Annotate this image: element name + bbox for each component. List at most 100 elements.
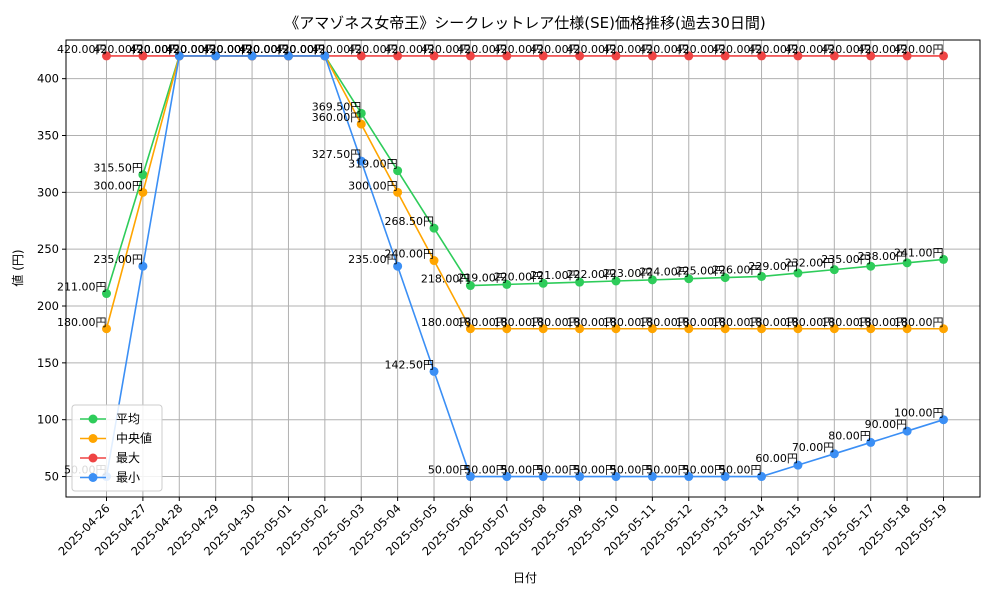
legend-swatch-marker bbox=[88, 434, 98, 443]
series-3-point bbox=[283, 51, 293, 61]
series-2-data-label: 420.00円 bbox=[348, 43, 398, 56]
series-2-point bbox=[611, 51, 621, 61]
series-2-point bbox=[793, 51, 803, 61]
series-0-point bbox=[866, 261, 876, 271]
series-1-data-label: 180.00円 bbox=[421, 316, 471, 329]
series-0-data-label: 241.00円 bbox=[894, 246, 944, 259]
series-1-data-label: 180.00円 bbox=[457, 316, 507, 329]
y-tick-label: 100 bbox=[37, 413, 59, 427]
series-3-data-label: 50.00円 bbox=[719, 464, 762, 477]
y-tick-label: 50 bbox=[44, 470, 59, 484]
series-2-point bbox=[939, 51, 948, 61]
series-2-data-label: 420.00円 bbox=[858, 43, 908, 56]
series-2-data-label: 420.00円 bbox=[275, 43, 325, 56]
series-1-data-label: 180.00円 bbox=[676, 316, 726, 329]
series-3-data-label: 50.00円 bbox=[501, 464, 544, 477]
series-1-data-label: 420.00円 bbox=[130, 43, 180, 56]
series-0-point bbox=[684, 274, 694, 284]
series-3-point bbox=[647, 472, 657, 482]
series-1-data-label: 180.00円 bbox=[639, 316, 689, 329]
series-3-data-label: 50.00円 bbox=[683, 464, 726, 477]
series-0-data-label: 211.00円 bbox=[57, 281, 107, 294]
series-2-data-label: 420.00円 bbox=[166, 43, 216, 56]
legend-entry: 平均 bbox=[116, 412, 140, 426]
series-3-data-label: 420.00円 bbox=[239, 43, 289, 56]
series-3-point bbox=[902, 426, 912, 436]
series-2-data-label: 420.00円 bbox=[894, 43, 944, 56]
series-3-data-label: 420.00円 bbox=[203, 43, 253, 56]
series-3-data-label: 50.00円 bbox=[646, 464, 689, 477]
series-3-data-label: 235.00円 bbox=[93, 253, 143, 266]
series-3-data-label: 60.00円 bbox=[755, 452, 798, 465]
series-3-point bbox=[866, 437, 876, 447]
series-0-point bbox=[102, 289, 111, 299]
series-2-data-label: 420.00円 bbox=[421, 43, 471, 56]
x-axis: 2025-04-262025-04-272025-04-282025-04-29… bbox=[55, 497, 950, 558]
series-line-3 bbox=[105, 55, 944, 478]
series-0-data-label: 232.00円 bbox=[785, 257, 835, 270]
series-1-point bbox=[138, 187, 148, 197]
series-1-point bbox=[611, 324, 621, 334]
series-1-data-label: 180.00円 bbox=[785, 316, 835, 329]
series-3-point bbox=[320, 51, 330, 61]
series bbox=[102, 51, 948, 482]
y-tick-label: 200 bbox=[37, 299, 59, 313]
series-3-point bbox=[829, 449, 839, 459]
series-3-point bbox=[393, 261, 403, 271]
series-2-point bbox=[538, 51, 548, 61]
y-tick-label: 400 bbox=[37, 72, 59, 86]
series-0-point bbox=[829, 265, 839, 275]
series-0-data-label: 220.00円 bbox=[494, 270, 544, 283]
data-labels: 211.00円315.50円420.00円420.00円420.00円420.0… bbox=[57, 43, 944, 477]
series-2-point bbox=[829, 51, 839, 61]
series-3-point bbox=[793, 460, 803, 470]
series-0-point bbox=[502, 279, 512, 289]
series-0-data-label: 319.00円 bbox=[348, 158, 398, 171]
series-3-data-label: 90.00円 bbox=[865, 418, 908, 431]
series-3-data-label: 50.00円 bbox=[610, 464, 653, 477]
x-axis-label: 日付 bbox=[513, 571, 537, 585]
series-0-point bbox=[757, 271, 767, 281]
series-1-point bbox=[356, 119, 366, 129]
series-0-point bbox=[429, 223, 439, 233]
series-2-data-label: 420.00円 bbox=[239, 43, 289, 56]
series-0-point bbox=[465, 281, 475, 291]
legend-box bbox=[71, 404, 163, 492]
plot-area-frame bbox=[65, 39, 981, 498]
legend-swatch-marker bbox=[88, 473, 98, 482]
series-1-point bbox=[684, 324, 694, 334]
series-0-point bbox=[720, 273, 730, 283]
series-0-point bbox=[575, 277, 585, 287]
series-0-point bbox=[647, 275, 657, 285]
series-3-data-label: 50.00円 bbox=[428, 464, 471, 477]
series-2-data-label: 420.00円 bbox=[603, 43, 653, 56]
legend-swatch-marker bbox=[88, 414, 98, 424]
series-1-data-label: 180.00円 bbox=[494, 316, 544, 329]
series-1-point bbox=[902, 324, 912, 334]
series-2-point bbox=[647, 51, 657, 61]
grid bbox=[66, 40, 980, 497]
series-3-data-label: 420.00円 bbox=[275, 43, 325, 56]
series-1-data-label: 240.00円 bbox=[385, 248, 435, 261]
series-2-point bbox=[684, 51, 694, 61]
series-3-point bbox=[939, 415, 948, 425]
series-3-point bbox=[356, 156, 366, 166]
series-1-point bbox=[829, 324, 839, 334]
series-3-point bbox=[757, 472, 767, 482]
series-0-data-label: 420.00円 bbox=[203, 43, 253, 56]
y-axis: 50 100 150 200 250 300 350 400 bbox=[37, 72, 66, 484]
series-1-data-label: 180.00円 bbox=[748, 316, 798, 329]
series-1-data-label: 360.00円 bbox=[312, 111, 362, 124]
series-0-data-label: 235.00円 bbox=[821, 253, 871, 266]
series-3-data-label: 420.00円 bbox=[130, 43, 180, 56]
series-2-point bbox=[866, 51, 876, 61]
series-3-data-label: 100.00円 bbox=[894, 407, 944, 420]
series-2-data-label: 420.00円 bbox=[457, 43, 507, 56]
series-2-data-label: 420.00円 bbox=[385, 43, 435, 56]
series-1-data-label: 300.00円 bbox=[93, 179, 143, 192]
series-1-data-label: 180.00円 bbox=[712, 316, 762, 329]
series-2-point bbox=[138, 51, 148, 61]
series-2-data-label: 420.00円 bbox=[203, 43, 253, 56]
series-0-data-label: 226.00円 bbox=[712, 263, 762, 276]
series-1-data-label: 420.00円 bbox=[203, 43, 253, 56]
